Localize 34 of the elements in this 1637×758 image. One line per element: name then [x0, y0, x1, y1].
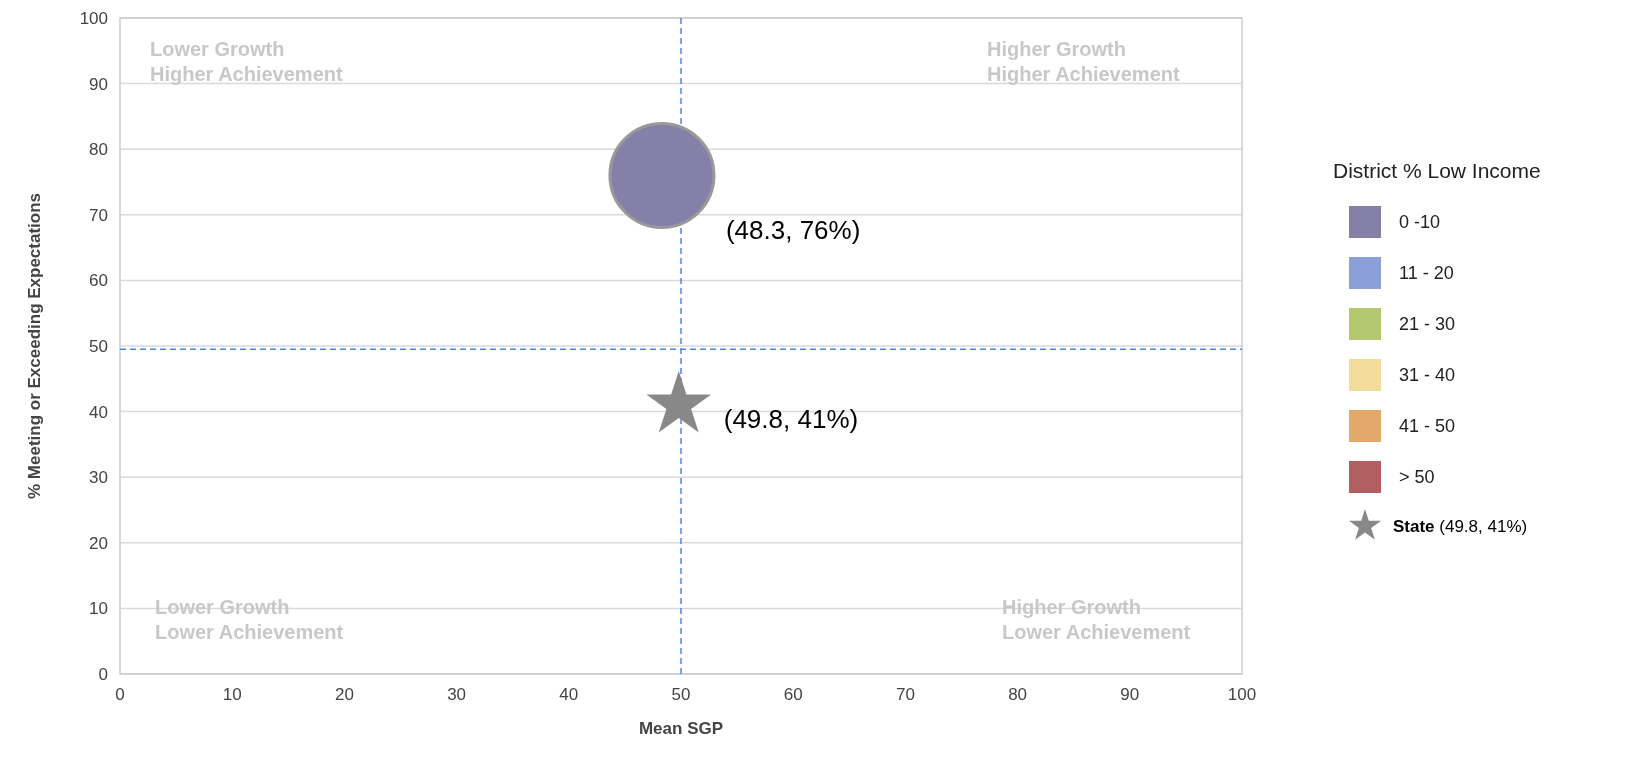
y-axis-title: % Meeting or Exceeding Expectations — [25, 192, 44, 500]
legend-label: 11 - 20 — [1399, 263, 1454, 283]
y-tick-label: 50 — [89, 337, 108, 356]
y-tick-label: 30 — [89, 468, 108, 488]
y-tick-label: 60 — [89, 271, 108, 291]
y-tick-label: 70 — [89, 205, 108, 225]
x-tick-label: 0 — [115, 685, 125, 704]
y-tick-label: 0 — [98, 665, 108, 684]
x-tick-label: 40 — [559, 685, 579, 704]
x-tick-label: 90 — [1120, 685, 1140, 704]
x-tick-label: 100 — [1227, 685, 1257, 704]
legend-label: 41 - 50 — [1399, 416, 1456, 436]
data-label: (48.3, 76%) — [725, 215, 861, 246]
x-tick-label: 80 — [1008, 685, 1028, 704]
x-tick-label: 60 — [783, 685, 803, 704]
x-tick-label: 50 — [671, 685, 691, 704]
x-tick-label: 20 — [334, 685, 354, 704]
y-tick-label: 10 — [89, 599, 108, 619]
x-tick-label: 30 — [447, 685, 467, 704]
y-tick-label: 80 — [89, 140, 108, 160]
legend-label: 31 - 40 — [1399, 365, 1456, 385]
legend-label: State (49.8, 41%) — [1393, 517, 1528, 536]
y-tick-label: 90 — [89, 74, 108, 94]
legend-label: 0 -10 — [1399, 212, 1441, 232]
legend-label: > 50 — [1399, 467, 1435, 487]
x-tick-label: 10 — [222, 685, 242, 704]
y-tick-label: 20 — [89, 533, 108, 553]
y-tick-label: 40 — [89, 402, 108, 422]
x-axis-title: Mean SGP — [638, 719, 724, 738]
y-tick-label: 100 — [79, 9, 108, 28]
legend-label: 21 - 30 — [1399, 314, 1456, 334]
data-label: (49.8, 41%) — [723, 404, 859, 435]
x-tick-label: 70 — [895, 685, 915, 704]
legend-title: District % Low Income — [1333, 159, 1541, 182]
